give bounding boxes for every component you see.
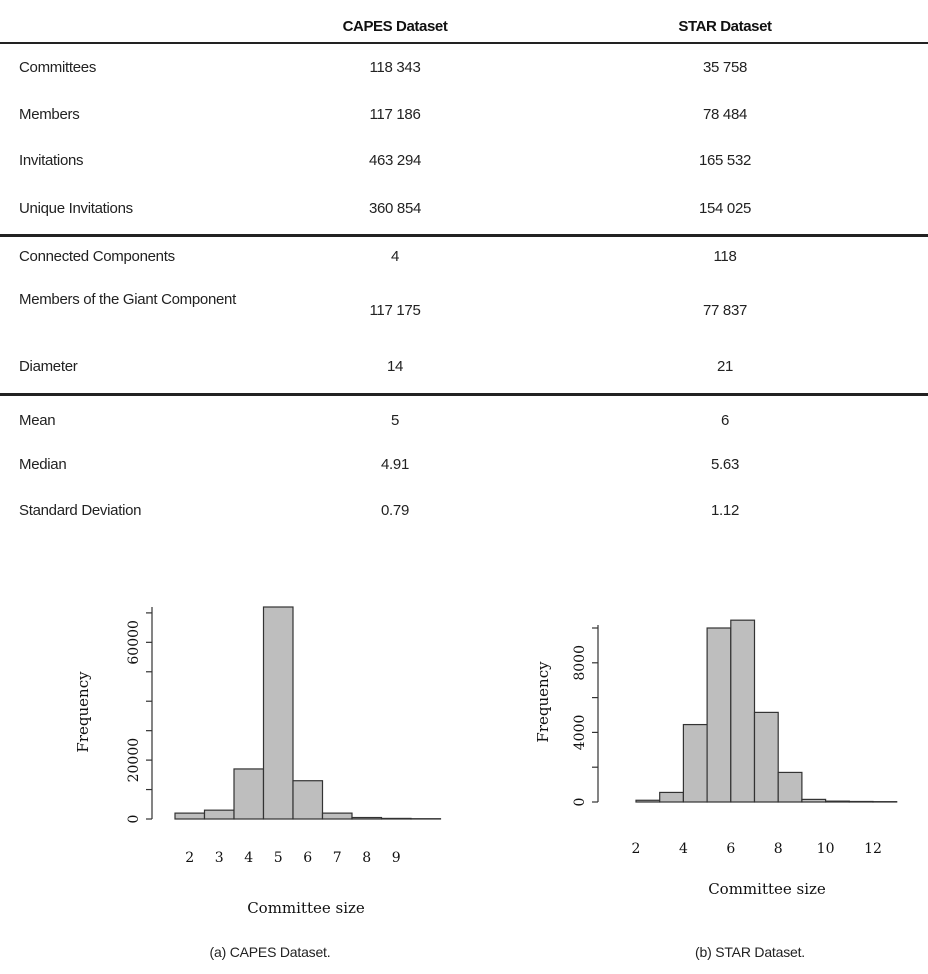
row-label: Members of the Giant Component	[19, 291, 236, 308]
table-row: Unique Invitations 360 854 154 025	[0, 200, 928, 240]
capes-value: 14	[386, 358, 404, 375]
y-tick-label: 60000	[126, 620, 142, 665]
x-tick-label: 2	[185, 850, 194, 866]
histogram-bar	[292, 780, 324, 820]
y-tick-label: 0	[126, 815, 142, 824]
x-axis-title: Committee size	[708, 880, 826, 898]
histogram-bar	[174, 812, 206, 820]
histogram-bar	[262, 606, 294, 820]
star-histogram-svg: 0 4000 8000 2 4 6 8 10 12 Frequency Committee size	[534, 619, 898, 898]
x-tick-label: 6	[726, 841, 735, 857]
table-row: Diameter 14 21	[0, 356, 928, 396]
histogram-bar	[321, 812, 353, 820]
star-value: 78 484	[702, 106, 748, 123]
capes-value: 463 294	[368, 152, 422, 169]
capes-value: 117 175	[369, 302, 421, 319]
table-row: Members 117 186 78 484	[0, 100, 928, 140]
x-tick-label: 8	[362, 850, 371, 866]
x-tick-label: 5	[274, 850, 283, 866]
row-label: Median	[19, 456, 67, 473]
histogram-bar	[203, 809, 235, 820]
star-value: 77 837	[702, 302, 748, 319]
section-rule	[0, 234, 928, 237]
table-row: Invitations 463 294 165 532	[0, 150, 928, 190]
histogram-bar	[730, 619, 756, 803]
row-label: Connected Components	[19, 248, 175, 265]
histogram-bar	[753, 711, 779, 803]
table-row: Members of the Giant Component 117 175 7…	[0, 291, 928, 341]
capes-value: 4.91	[381, 456, 409, 473]
histogram-bar	[233, 768, 265, 820]
capes-histogram-svg: 0 20000 60000 2 3 4 5 6 7 8 9 Frequency Committee si…	[74, 606, 442, 917]
star-value: 35 758	[702, 59, 748, 76]
star-caption: (b) STAR Dataset.	[695, 944, 805, 960]
table-row: Standard Deviation 0.79 1.12	[0, 502, 928, 542]
x-tick-label: 3	[215, 850, 224, 866]
x-tick-label: 4	[679, 841, 688, 857]
section-rule	[0, 393, 928, 396]
row-label: Members	[19, 106, 80, 123]
histogram-bar	[659, 791, 684, 803]
y-tick-label: 4000	[572, 715, 588, 751]
x-tick-label: 8	[774, 841, 783, 857]
histogram-bar	[380, 817, 412, 820]
histogram-bar	[682, 723, 708, 803]
x-tick-label: 7	[333, 850, 342, 866]
row-label: Mean	[19, 412, 56, 429]
histogram-bar	[706, 627, 732, 803]
capes-value: 0.79	[381, 502, 409, 519]
x-axis-title: Committee size	[247, 899, 365, 917]
capes-value: 4	[390, 248, 400, 265]
y-tick-label: 8000	[572, 645, 588, 681]
star-value: 5.63	[711, 456, 739, 473]
histogram-bar	[635, 799, 661, 803]
capes-value: 5	[390, 412, 400, 429]
histogram-bar	[825, 800, 850, 803]
row-label: Diameter	[19, 358, 78, 375]
histogram-bar	[351, 816, 383, 820]
capes-histogram: 0 20000 60000 2 3 4 5 6 7 8 9 Frequency Committee si…	[60, 590, 460, 935]
capes-value: 118 343	[369, 59, 421, 76]
header-star: STAR Dataset	[678, 18, 772, 35]
x-tick-label: 10	[817, 841, 835, 857]
star-histogram: 0 4000 8000 2 4 6 8 10 12 Frequency Committee size	[520, 580, 920, 915]
y-tick-label: 20000	[126, 738, 142, 783]
star-value: 1.12	[711, 502, 739, 519]
row-label: Unique Invitations	[19, 200, 133, 217]
x-tick-label: 4	[244, 850, 253, 866]
histogram-bar	[777, 771, 803, 803]
star-value: 118	[713, 248, 737, 265]
table-row: Median 4.91 5.63	[0, 456, 928, 496]
table-row: Committees 118 343 35 758	[0, 50, 928, 90]
histogram-bar	[848, 800, 874, 803]
x-tick-label: 12	[864, 841, 882, 857]
y-tick-label: 0	[572, 798, 588, 807]
y-axis-title: Frequency	[74, 671, 92, 753]
table-row: Mean 5 6	[0, 408, 928, 448]
x-tick-label: 2	[632, 841, 641, 857]
row-label: Standard Deviation	[19, 502, 142, 519]
x-tick-label: 6	[303, 850, 312, 866]
histogram-bar	[801, 798, 827, 803]
capes-caption: (a) CAPES Dataset.	[209, 944, 331, 960]
row-label: Invitations	[19, 152, 84, 169]
star-value: 154 025	[698, 200, 752, 217]
capes-value: 117 186	[369, 106, 421, 123]
y-axis-title: Frequency	[534, 661, 552, 743]
star-value: 165 532	[698, 152, 752, 169]
star-value: 21	[716, 358, 734, 375]
table-row: Connected Components 4 118	[0, 246, 928, 286]
header-rule	[0, 42, 928, 44]
star-value: 6	[720, 412, 730, 429]
header-capes: CAPES Dataset	[342, 18, 448, 35]
capes-value: 360 854	[368, 200, 422, 217]
x-tick-label: 9	[392, 850, 401, 866]
row-label: Committees	[19, 59, 97, 76]
